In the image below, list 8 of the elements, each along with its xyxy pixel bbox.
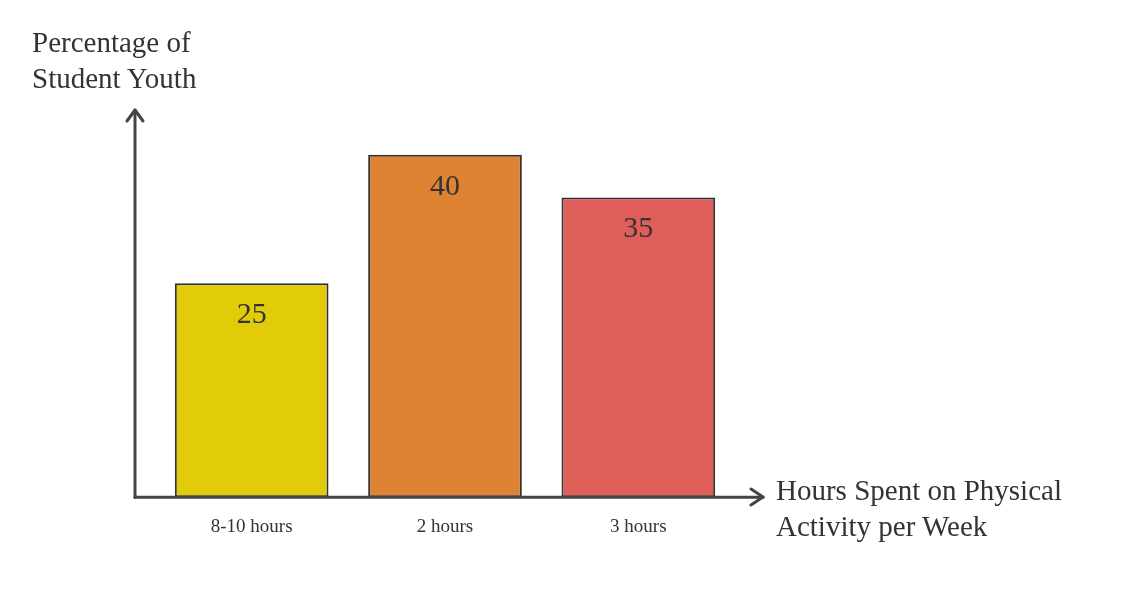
y-axis-title: Percentage of Student Youth [32, 25, 198, 96]
x-axis-title: Hours Spent on Physical Activity per Week [776, 473, 1063, 544]
x-tick-label: 3 hours [610, 514, 667, 536]
x-tick-label: 2 hours [416, 514, 474, 536]
x-tick-label: 8-10 hours [210, 514, 293, 536]
data-label: 35 [623, 210, 654, 244]
data-label: 25 [236, 296, 267, 330]
data-label: 40 [430, 167, 460, 201]
